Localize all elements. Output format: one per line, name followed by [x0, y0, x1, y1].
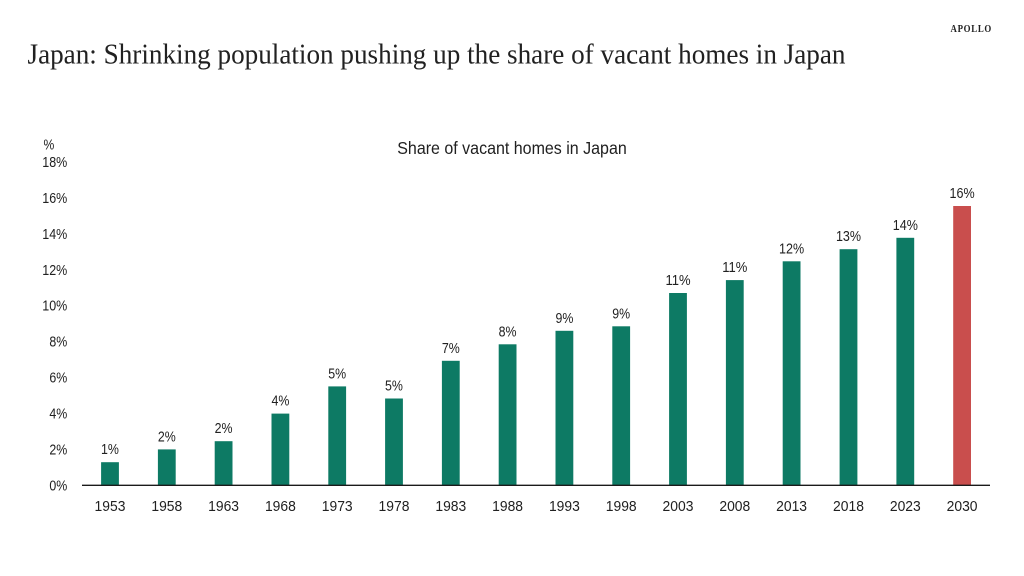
svg-text:16%: 16%: [950, 186, 975, 202]
svg-text:1963: 1963: [208, 499, 239, 515]
svg-text:2%: 2%: [158, 429, 176, 445]
svg-text:1968: 1968: [265, 499, 296, 515]
svg-text:1953: 1953: [95, 499, 126, 515]
svg-text:2030: 2030: [947, 499, 978, 515]
svg-text:13%: 13%: [836, 229, 861, 245]
svg-text:12%: 12%: [42, 263, 67, 279]
svg-text:14%: 14%: [42, 227, 67, 243]
svg-text:%: %: [44, 138, 55, 154]
svg-text:16%: 16%: [42, 191, 67, 207]
svg-text:7%: 7%: [442, 341, 460, 357]
svg-text:2018: 2018: [833, 499, 864, 515]
svg-text:12%: 12%: [779, 241, 804, 257]
svg-text:5%: 5%: [385, 379, 403, 395]
svg-text:8%: 8%: [49, 335, 67, 351]
svg-text:2003: 2003: [663, 499, 694, 515]
svg-text:2%: 2%: [215, 421, 233, 437]
svg-text:1983: 1983: [435, 499, 466, 515]
svg-text:18%: 18%: [42, 155, 67, 171]
svg-text:1998: 1998: [606, 499, 637, 515]
svg-text:Japan: Shrinking population pu: Japan: Shrinking population pushing up t…: [28, 40, 846, 71]
svg-text:11%: 11%: [722, 260, 747, 276]
svg-text:14%: 14%: [893, 218, 918, 234]
svg-text:4%: 4%: [271, 394, 289, 410]
svg-text:APOLLO: APOLLO: [951, 24, 993, 35]
svg-text:5%: 5%: [328, 366, 346, 382]
svg-text:Share of vacant homes in Japan: Share of vacant homes in Japan: [397, 138, 627, 158]
svg-text:1993: 1993: [549, 499, 580, 515]
svg-text:1988: 1988: [492, 499, 523, 515]
svg-text:9%: 9%: [612, 306, 630, 322]
svg-text:11%: 11%: [665, 273, 690, 289]
svg-text:8%: 8%: [499, 324, 517, 340]
svg-text:1973: 1973: [322, 499, 353, 515]
svg-text:6%: 6%: [49, 371, 67, 387]
svg-text:2008: 2008: [719, 499, 750, 515]
svg-text:1%: 1%: [101, 442, 119, 458]
svg-text:10%: 10%: [42, 299, 67, 315]
svg-text:0%: 0%: [49, 478, 67, 494]
svg-text:2023: 2023: [890, 499, 921, 515]
svg-text:1958: 1958: [151, 499, 182, 515]
svg-text:9%: 9%: [555, 311, 573, 327]
svg-text:2%: 2%: [49, 442, 67, 458]
svg-text:2013: 2013: [776, 499, 807, 515]
svg-text:1978: 1978: [379, 499, 410, 515]
svg-text:4%: 4%: [49, 407, 67, 423]
